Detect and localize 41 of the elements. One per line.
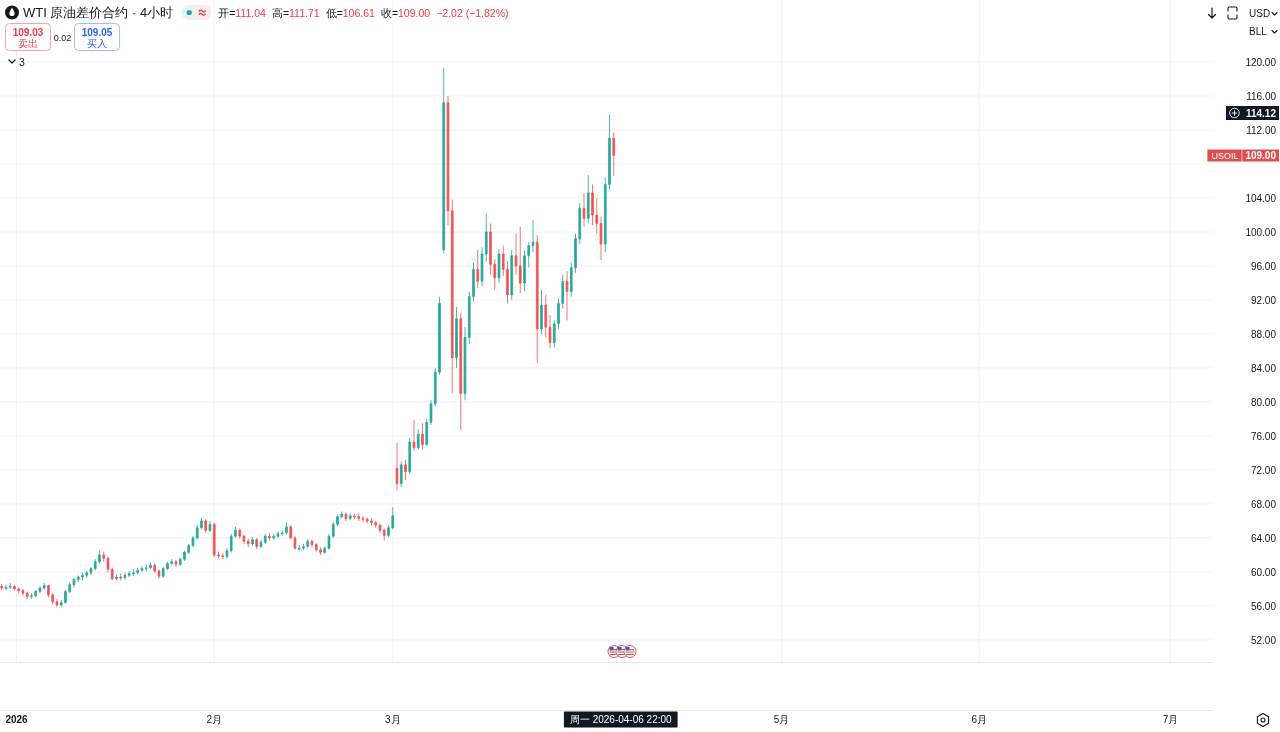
annotation: 高=111.71 [271, 7, 320, 19]
annotation: 109.00 [1245, 150, 1276, 161]
annotation: 114.12 [1245, 107, 1276, 119]
annotation: 收=109.00 [380, 7, 431, 19]
y-tick-label: 56.00 [1250, 601, 1276, 613]
x-tick-label: 5月 [773, 714, 790, 725]
y-tick-label: 52.00 [1250, 635, 1276, 647]
y-tick-label: 120.00 [1245, 57, 1276, 69]
y-tick-label: 60.00 [1250, 567, 1276, 579]
annotation: USD [1249, 8, 1271, 19]
y-tick-label: 80.00 [1250, 397, 1276, 409]
x-tick-label: 2月 [206, 714, 222, 725]
annotation: 3 [19, 56, 25, 68]
annotation: USOIL [1211, 150, 1239, 161]
annotation: 低=106.61 [325, 7, 375, 19]
y-tick-label: 64.00 [1250, 533, 1276, 545]
annotation: 买入 [87, 38, 107, 49]
annotation: 卖出 [18, 38, 38, 49]
x-tick-label: 7月 [1162, 714, 1179, 725]
y-tick-label: 72.00 [1250, 465, 1276, 477]
x-tick-label: 3月 [384, 714, 401, 725]
annotation: BLL [1249, 26, 1267, 37]
y-tick-label: 76.00 [1250, 431, 1276, 443]
annotation: 109.05 [81, 26, 113, 38]
y-tick-label: 104.00 [1245, 193, 1276, 205]
y-tick-label: 100.00 [1245, 227, 1276, 239]
annotation: 109.03 [12, 26, 44, 38]
y-tick-label: 112.00 [1246, 125, 1276, 137]
y-tick-label: 68.00 [1250, 499, 1276, 511]
y-tick-label: 88.00 [1250, 329, 1276, 341]
y-tick-label: 92.00 [1250, 295, 1276, 307]
annotation: 0.02 [53, 32, 72, 43]
y-tick-label: 84.00 [1250, 363, 1276, 375]
x-tick-label: 2026 [5, 714, 28, 725]
y-tick-label: 96.00 [1250, 261, 1276, 273]
y-tick-label: 116.00 [1246, 91, 1276, 103]
x-tick-label: 6月 [971, 714, 988, 725]
annotation: 周一 2026-04-06 22:00 [569, 714, 672, 725]
annotation: 开=111.04 [218, 7, 266, 19]
annotation: −2.02 (−1.82%) [436, 7, 509, 19]
title: WTI 原油差价合约 · 4小时 [23, 5, 174, 20]
